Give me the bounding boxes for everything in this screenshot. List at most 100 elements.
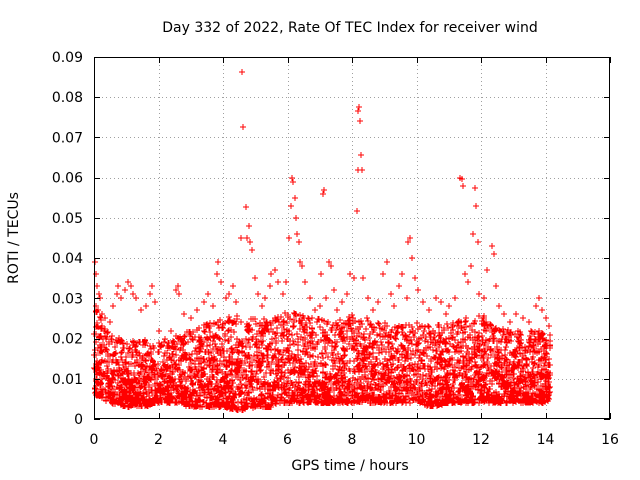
data-point <box>447 362 453 368</box>
data-point <box>399 368 405 374</box>
data-point <box>470 231 476 237</box>
data-point <box>418 335 424 341</box>
data-point <box>375 362 381 368</box>
data-point <box>436 324 442 330</box>
data-point <box>250 373 256 379</box>
data-point <box>443 311 449 317</box>
data-point <box>394 386 400 392</box>
data-point <box>216 388 222 394</box>
data-point <box>320 400 326 406</box>
data-point <box>474 346 480 352</box>
data-point <box>394 330 400 336</box>
data-point <box>239 340 245 346</box>
data-point <box>401 384 407 390</box>
data-point <box>516 345 522 351</box>
data-point <box>426 388 432 394</box>
data-point <box>299 391 305 397</box>
data-point <box>379 342 385 348</box>
data-point <box>475 239 481 245</box>
data-point <box>455 340 461 346</box>
data-point <box>370 397 376 403</box>
data-point <box>445 325 451 331</box>
y-tick-label: 0 <box>74 412 83 428</box>
data-point <box>413 348 419 354</box>
data-point <box>228 368 234 374</box>
data-point <box>346 398 352 404</box>
data-point <box>150 358 156 364</box>
data-point <box>437 351 443 357</box>
data-point <box>307 354 313 360</box>
data-point <box>543 315 549 321</box>
data-point <box>96 291 102 297</box>
data-point <box>107 319 113 325</box>
data-point <box>305 387 311 393</box>
data-point <box>181 311 187 317</box>
data-point <box>368 321 374 327</box>
data-point <box>272 267 278 273</box>
data-point <box>219 385 225 391</box>
data-point <box>297 312 303 318</box>
data-point <box>109 339 115 345</box>
data-point <box>536 295 542 301</box>
data-point <box>346 341 352 347</box>
data-point <box>529 329 535 335</box>
data-point <box>303 379 309 385</box>
data-point <box>268 397 274 403</box>
data-point <box>109 400 115 406</box>
data-point <box>155 398 161 404</box>
data-point <box>463 375 469 381</box>
data-point <box>160 387 166 393</box>
data-point <box>348 326 354 332</box>
data-point <box>219 341 225 347</box>
data-point <box>454 360 460 366</box>
data-point <box>469 351 475 357</box>
data-point <box>535 341 541 347</box>
data-point <box>531 339 537 345</box>
data-point <box>239 350 245 356</box>
data-point <box>104 334 110 340</box>
data-point <box>201 328 207 334</box>
data-point <box>97 350 103 356</box>
data-point <box>545 393 551 399</box>
x-tick-label: 0 <box>90 432 99 448</box>
data-point <box>306 374 312 380</box>
data-point <box>541 366 547 372</box>
data-point <box>146 375 152 381</box>
data-point <box>242 402 248 408</box>
data-point <box>349 312 355 318</box>
data-point <box>357 341 363 347</box>
data-point <box>250 316 256 322</box>
data-point <box>428 339 434 345</box>
data-point <box>115 373 121 379</box>
data-point <box>180 347 186 353</box>
data-point <box>236 339 242 345</box>
data-point <box>340 345 346 351</box>
data-point <box>246 363 252 369</box>
data-point <box>387 390 393 396</box>
data-point <box>103 346 109 352</box>
y-tick-label: 0.08 <box>52 90 83 106</box>
data-point <box>105 394 111 400</box>
data-point <box>487 321 493 327</box>
data-point <box>334 307 340 313</box>
data-point <box>389 341 395 347</box>
data-point <box>451 371 457 377</box>
data-point <box>474 368 480 374</box>
data-point <box>296 357 302 363</box>
data-point <box>529 356 535 362</box>
data-point <box>203 403 209 409</box>
data-point <box>112 389 118 395</box>
data-point <box>148 346 154 352</box>
data-point <box>142 379 148 385</box>
data-point <box>326 259 332 265</box>
data-point <box>531 361 537 367</box>
data-point <box>205 381 211 387</box>
data-point <box>144 351 150 357</box>
data-point <box>294 231 300 237</box>
data-point <box>190 329 196 335</box>
data-point <box>288 398 294 404</box>
data-point <box>213 381 219 387</box>
data-point <box>507 350 513 356</box>
data-point <box>396 390 402 396</box>
data-point <box>490 400 496 406</box>
